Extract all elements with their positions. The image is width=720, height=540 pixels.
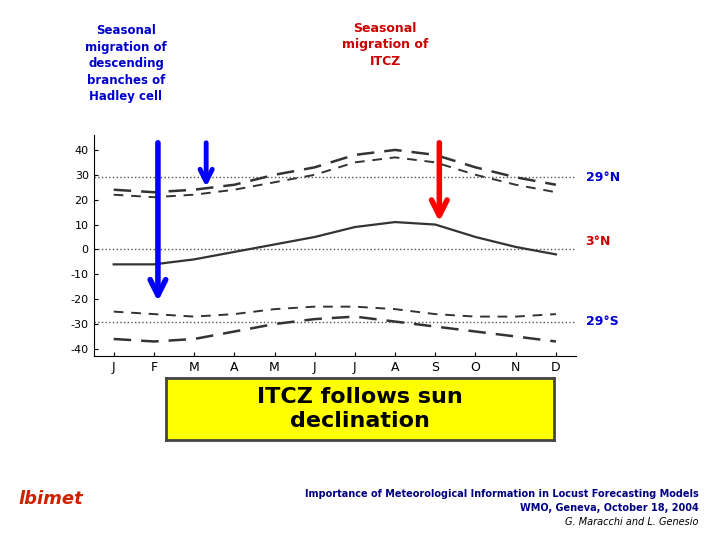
Text: WMO, Geneva, October 18, 2004: WMO, Geneva, October 18, 2004 [520, 503, 698, 514]
Text: 29°N: 29°N [585, 171, 620, 184]
Text: 29°S: 29°S [585, 315, 618, 328]
Text: Importance of Meteorological Information in Locust Forecasting Models: Importance of Meteorological Information… [305, 489, 698, 499]
Text: G. Maracchi and L. Genesio: G. Maracchi and L. Genesio [565, 517, 698, 527]
Text: 3°N: 3°N [585, 235, 611, 248]
Text: Seasonal
migration of
ITCZ: Seasonal migration of ITCZ [342, 22, 428, 68]
Text: lbimet: lbimet [18, 490, 83, 509]
Text: ITCZ follows sun
declination: ITCZ follows sun declination [257, 387, 463, 431]
Text: Seasonal
migration of
descending
branches of
Hadley cell: Seasonal migration of descending branche… [85, 24, 167, 103]
